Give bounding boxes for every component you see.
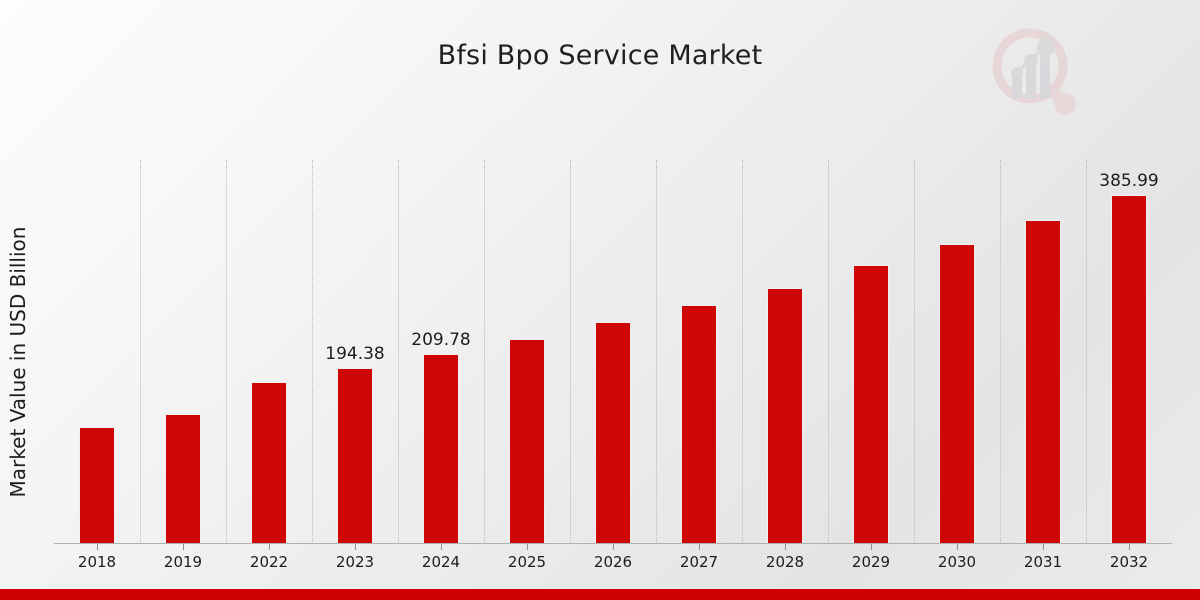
x-axis-tick (97, 544, 98, 550)
category-gridline (656, 160, 657, 544)
category-gridline (742, 160, 743, 544)
bar-value-label: 194.38 (325, 344, 385, 365)
bar-2018[interactable] (79, 427, 115, 544)
x-axis-tick-label-2023: 2023 (335, 553, 375, 571)
bar-2030[interactable] (939, 244, 975, 544)
category-gridline (570, 160, 571, 544)
bar-2029[interactable] (853, 265, 889, 544)
footer-accent-band (0, 589, 1200, 600)
category-gridline (914, 160, 915, 544)
bar-2031[interactable] (1025, 220, 1061, 544)
x-axis-tick-label-2019: 2019 (163, 553, 203, 571)
bar-slot (226, 160, 312, 544)
category-gridline (226, 160, 227, 544)
x-axis-tick-label-2030: 2030 (937, 553, 977, 571)
bar-slot (742, 160, 828, 544)
y-axis-label: Market Value in USD Billion (6, 226, 30, 498)
bar-2027[interactable] (681, 305, 717, 544)
x-axis-tick-label-2018: 2018 (77, 553, 117, 571)
x-axis-tick (527, 544, 528, 550)
x-axis-tick (957, 544, 958, 550)
x-axis-tick (785, 544, 786, 550)
bar-2026[interactable] (595, 322, 631, 544)
x-axis-tick (355, 544, 356, 550)
x-axis-tick-label-2025: 2025 (507, 553, 547, 571)
bar-value-label: 209.78 (411, 330, 471, 351)
category-gridline (312, 160, 313, 544)
x-axis-tick-label-2024: 2024 (421, 553, 461, 571)
x-axis-tick (699, 544, 700, 550)
bar-slot: 209.78 (398, 160, 484, 544)
category-gridline (484, 160, 485, 544)
bar-slot (54, 160, 140, 544)
x-axis-tick (1129, 544, 1130, 550)
x-axis-tick-label-2022: 2022 (249, 553, 289, 571)
x-axis-tick-label-2031: 2031 (1023, 553, 1063, 571)
x-axis-tick (441, 544, 442, 550)
x-axis-tick (269, 544, 270, 550)
bar-2019[interactable] (165, 414, 201, 544)
x-axis-tick (1043, 544, 1044, 550)
x-axis-tick (871, 544, 872, 550)
bar-slot (828, 160, 914, 544)
bar-2025[interactable] (509, 339, 545, 544)
page-title: Bfsi Bpo Service Market (437, 40, 763, 71)
x-axis-tick-label-2032: 2032 (1109, 553, 1149, 571)
category-gridline (1086, 160, 1087, 544)
bar-slot (1000, 160, 1086, 544)
plot-area: 194.38 209.78 385.99 (54, 160, 1172, 544)
bar-slot (140, 160, 226, 544)
category-gridline (398, 160, 399, 544)
market-research-logo-watermark (985, 24, 1085, 124)
bar-slot (914, 160, 1000, 544)
category-gridline (828, 160, 829, 544)
x-axis-tick-label-2026: 2026 (593, 553, 633, 571)
x-axis-tick (183, 544, 184, 550)
bar-2024[interactable] (423, 354, 459, 544)
category-gridline (140, 160, 141, 544)
bar-2032[interactable] (1111, 195, 1147, 544)
bar-2023[interactable] (337, 368, 373, 544)
x-axis-line (54, 543, 1172, 544)
bar-2022[interactable] (251, 382, 287, 544)
bar-slot (656, 160, 742, 544)
bar-2028[interactable] (767, 288, 803, 544)
bar-slot (570, 160, 656, 544)
x-axis-tick (613, 544, 614, 550)
bar-slot: 194.38 (312, 160, 398, 544)
bar-slot (484, 160, 570, 544)
bar-value-label: 385.99 (1099, 171, 1159, 192)
x-axis-tick-label-2027: 2027 (679, 553, 719, 571)
bar-slot: 385.99 (1086, 160, 1172, 544)
category-gridline (1000, 160, 1001, 544)
x-axis-tick-label-2028: 2028 (765, 553, 805, 571)
x-axis-tick-label-2029: 2029 (851, 553, 891, 571)
logo-icon (992, 28, 1076, 115)
